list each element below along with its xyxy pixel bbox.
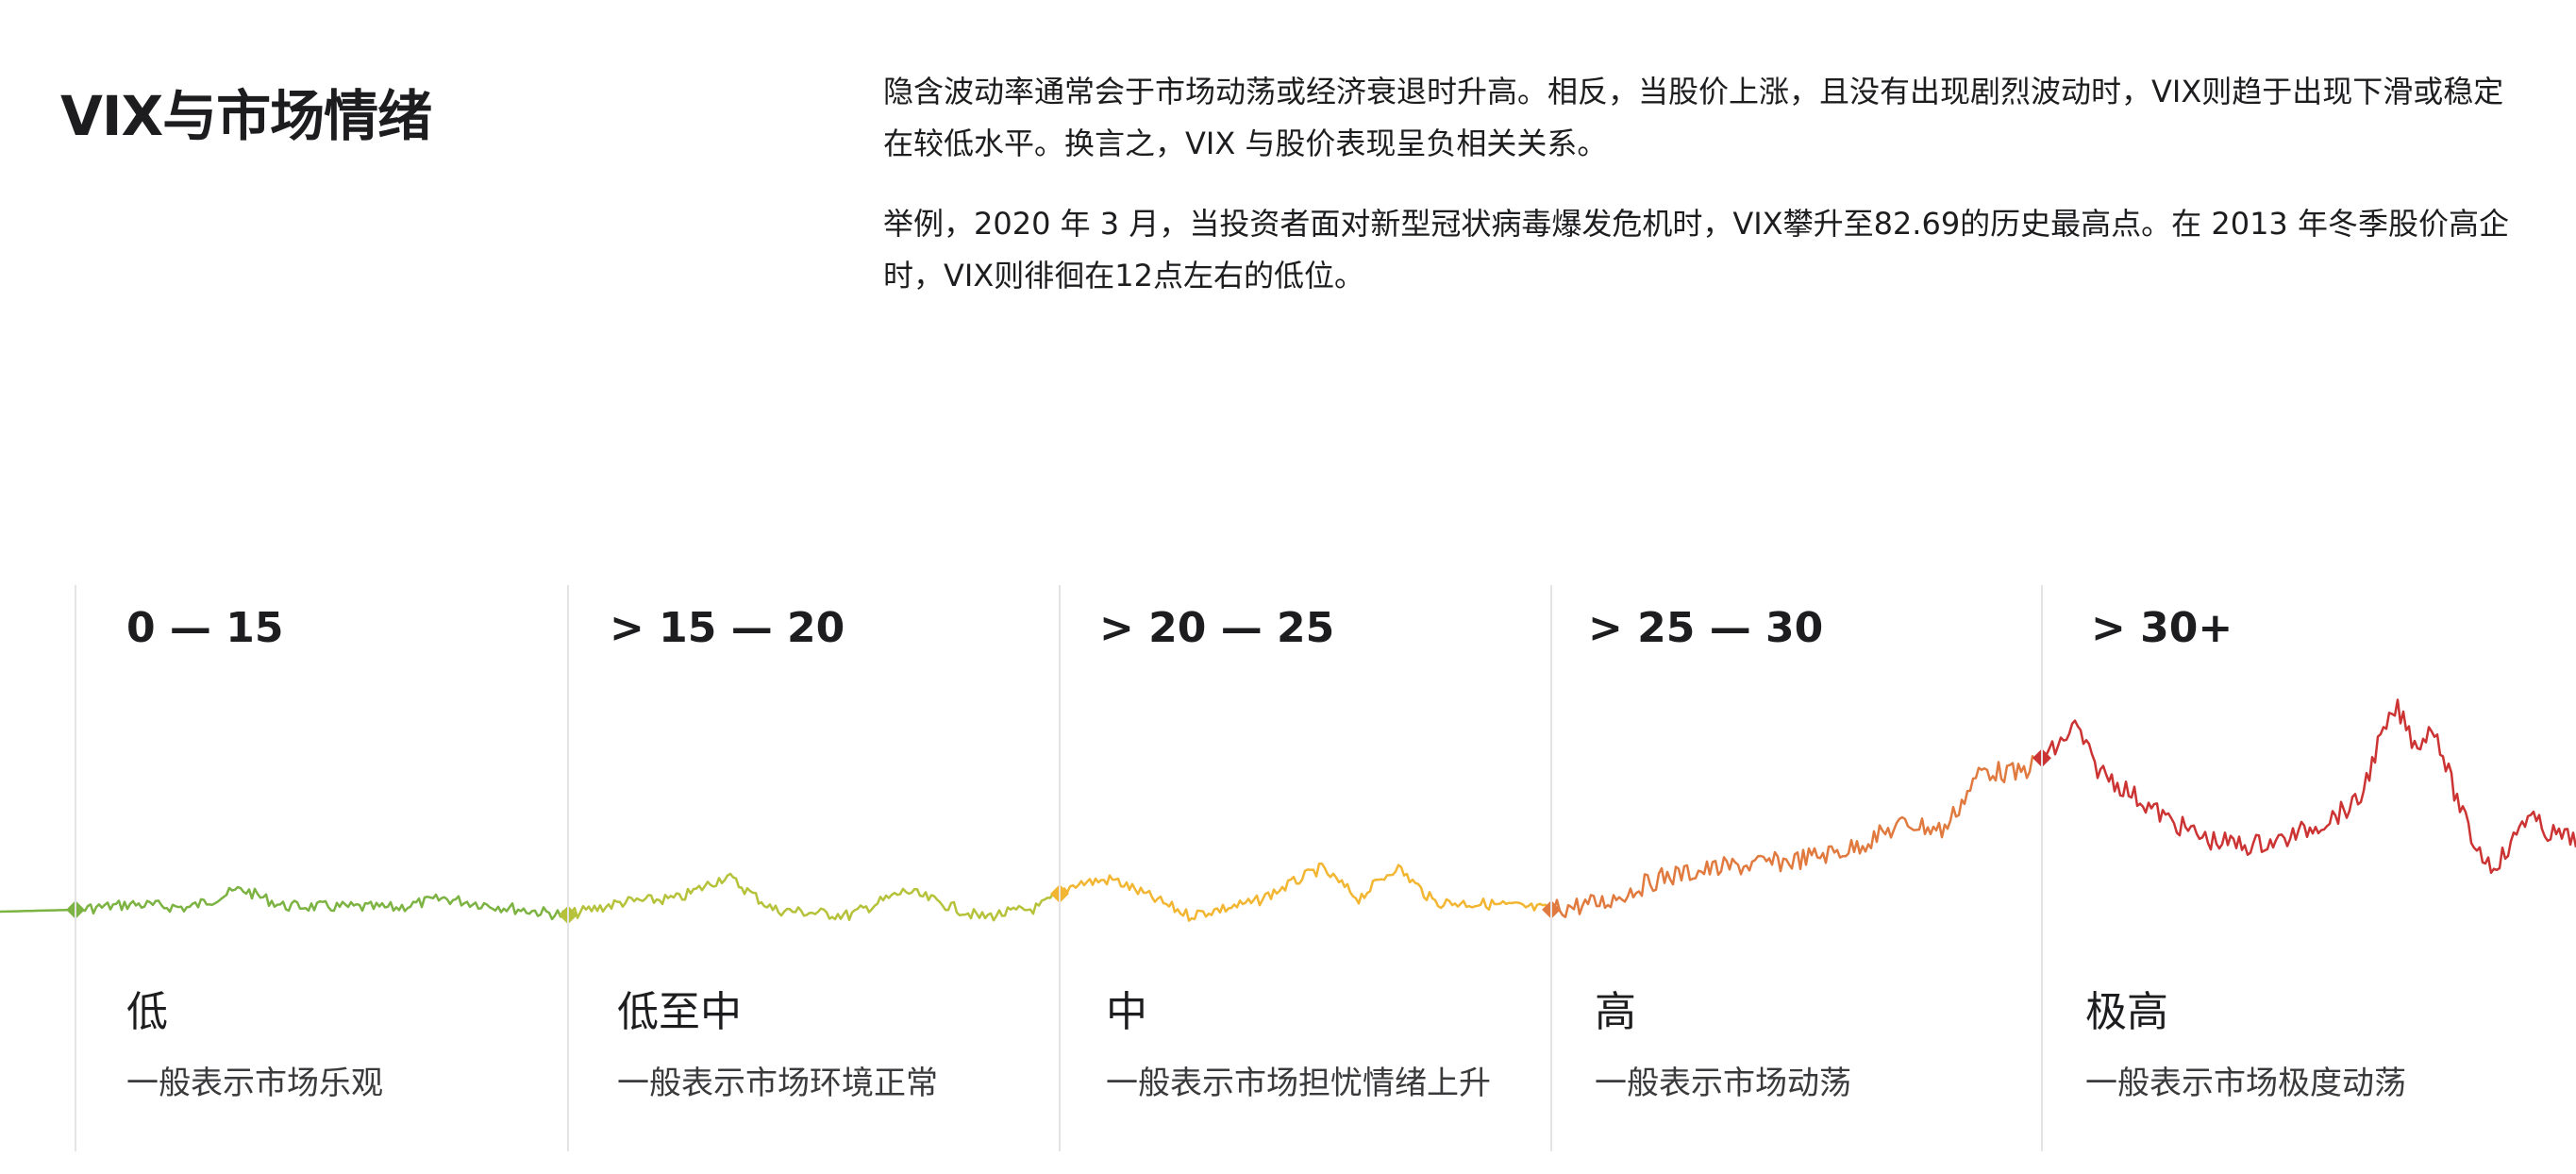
vix-line-segment-low	[73, 885, 570, 921]
vix-line-segment-lead-in	[0, 905, 77, 914]
page-title: VIX与市场情绪	[60, 84, 432, 148]
level-divider	[2041, 585, 2043, 1151]
level-extreme-name: 极高	[2085, 988, 2168, 1036]
vix-line-segment-extreme	[2040, 698, 2576, 875]
level-extreme-range: > 30+	[2091, 604, 2233, 652]
level-low-mid-range: > 15 — 20	[610, 604, 845, 652]
intro-paragraph-1: 隐含波动率通常会于市场动荡或经济衰退时升高。相反，当股价上涨，且没有出现剧烈波动…	[883, 74, 2504, 161]
intro-paragraph-2: 举例，2020 年 3 月，当投资者面对新型冠状病毒爆发危机时，VIX攀升至82…	[883, 206, 2509, 294]
level-low-name: 低	[126, 988, 168, 1036]
level-high-range: > 25 — 30	[1588, 604, 1824, 652]
level-extreme-description: 一般表示市场极度动荡	[2085, 1065, 2406, 1102]
level-divider	[1059, 585, 1061, 1151]
level-low-description: 一般表示市场乐观	[126, 1065, 383, 1102]
vix-line-segment-mid	[1058, 862, 1555, 922]
vix-line-segment-low-mid	[565, 872, 1062, 922]
level-low-mid-description: 一般表示市场环境正常	[617, 1065, 938, 1102]
level-mid-description: 一般表示市场担忧情绪上升	[1106, 1065, 1491, 1102]
level-mid-range: > 20 — 25	[1099, 604, 1335, 652]
vix-level-scale: 0 — 15 > 15 — 20 > 20 — 25 > 25 — 30 > 3…	[0, 566, 2576, 1174]
level-mid-name: 中	[1106, 988, 1147, 1036]
intro-text: 隐含波动率通常会于市场动荡或经济衰退时升高。相反，当股价上涨，且没有出现剧烈波动…	[883, 66, 2525, 330]
level-high-name: 高	[1595, 988, 1636, 1036]
level-high-description: 一般表示市场动荡	[1595, 1065, 1851, 1102]
vix-line-segment-high	[1547, 755, 2045, 918]
level-low-mid-name: 低至中	[617, 988, 742, 1036]
level-low-range: 0 — 15	[126, 604, 284, 652]
level-divider	[75, 585, 76, 1151]
level-divider	[1550, 585, 1552, 1151]
level-divider	[567, 585, 569, 1151]
